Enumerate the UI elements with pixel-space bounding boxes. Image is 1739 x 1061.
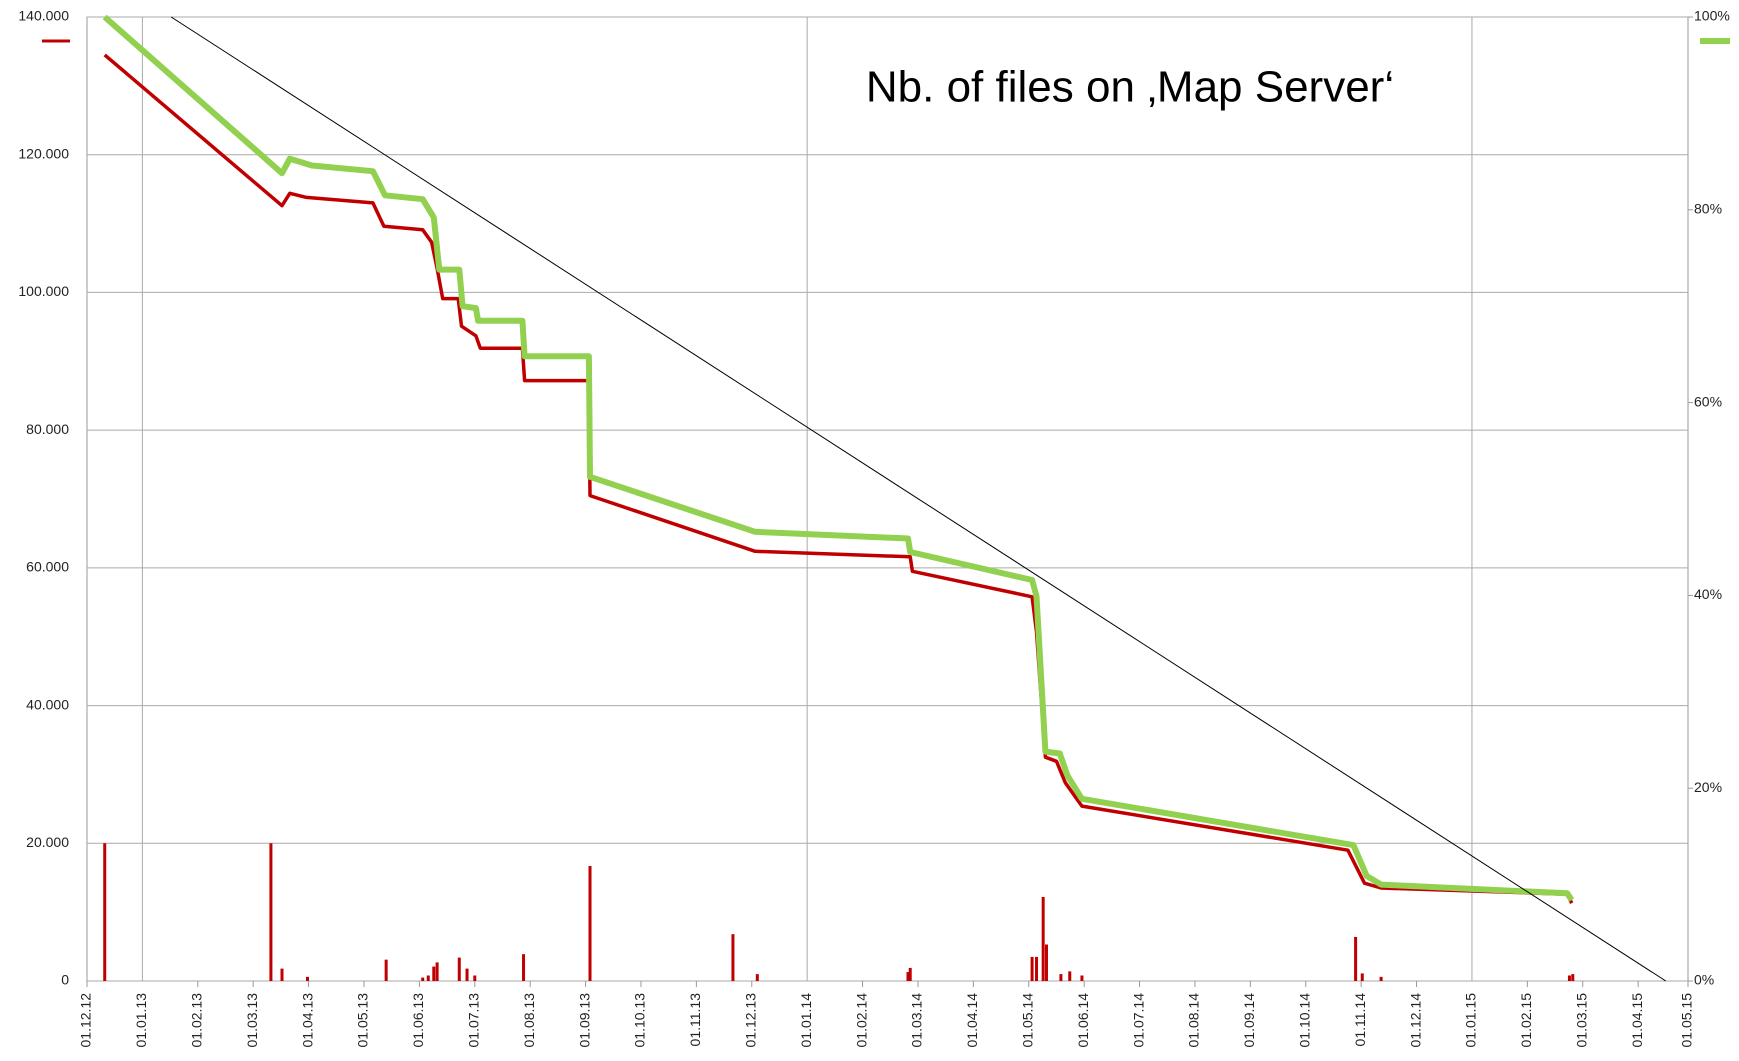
bar: [589, 866, 592, 981]
plot-frame: [87, 17, 1688, 981]
bar: [473, 975, 476, 981]
y-tick-label: 100.000: [18, 283, 69, 299]
bar: [306, 977, 309, 981]
x-tick-label: 01.10.14: [1296, 993, 1312, 1048]
bar: [281, 969, 284, 981]
series-line: [105, 55, 1572, 903]
bar: [1042, 897, 1045, 981]
y2-tick-label: 0%: [1694, 972, 1714, 988]
x-tick-label: 01.05.14: [1019, 993, 1035, 1048]
y-tick-label: 140.000: [18, 8, 69, 24]
x-tick-label: 01.11.14: [1352, 993, 1368, 1047]
bar: [756, 974, 759, 981]
bar: [1059, 974, 1062, 981]
x-tick-label: 01.04.15: [1629, 993, 1645, 1048]
x-tick-label: 01.08.13: [521, 993, 537, 1048]
x-tick-label: 01.05.15: [1679, 993, 1695, 1048]
x-tick-label: 01.02.14: [853, 993, 869, 1048]
bar: [1568, 975, 1571, 981]
y2-tick-label: 40%: [1694, 586, 1722, 602]
bar: [1045, 945, 1048, 981]
bar: [385, 960, 388, 981]
bar: [1571, 974, 1574, 981]
x-tick-label: 01.04.13: [299, 993, 315, 1048]
bar: [458, 958, 461, 981]
bar: [1380, 977, 1383, 981]
x-tick-label: 01.07.13: [465, 993, 481, 1048]
bar: [1080, 975, 1083, 981]
bar: [421, 978, 424, 981]
x-tick-label: 01.02.15: [1518, 993, 1534, 1048]
bar: [909, 968, 912, 981]
bar: [1031, 957, 1034, 981]
y2-tick-label: 20%: [1694, 779, 1722, 795]
x-tick-label: 01.02.13: [188, 993, 204, 1048]
x-tick-label: 01.01.13: [133, 993, 149, 1048]
bar: [427, 975, 430, 981]
chart-title: Nb. of files on ‚Map Server‘: [866, 63, 1394, 112]
x-tick-label: 01.11.13: [687, 993, 703, 1047]
bar: [436, 962, 439, 981]
y2-tick-label: 100%: [1694, 8, 1730, 24]
x-tick-label: 01.01.14: [798, 993, 814, 1048]
bar: [1354, 937, 1357, 981]
x-tick-label: 01.12.12: [78, 993, 94, 1048]
y-tick-label: 120.000: [18, 145, 69, 161]
y-tick-label: 0: [61, 972, 69, 988]
x-tick-label: 01.09.14: [1241, 993, 1257, 1048]
bar: [269, 843, 272, 981]
series-line: [105, 17, 1572, 900]
chart: Nb. of files on ‚Map Server‘ 0 20.000 40.0…: [0, 0, 1739, 1061]
bar: [466, 969, 469, 981]
bar: [1035, 957, 1038, 981]
x-tick-label: 01.03.14: [909, 993, 925, 1048]
x-tick-label: 01.03.13: [244, 993, 260, 1048]
y-tick-label: 60.000: [26, 559, 69, 575]
x-tick-label: 01.01.15: [1463, 993, 1479, 1048]
x-tick-label: 01.07.14: [1130, 993, 1146, 1048]
x-tick-label: 01.03.15: [1573, 993, 1589, 1048]
bar: [731, 934, 734, 981]
x-tick-label: 01.10.13: [632, 993, 648, 1048]
series-line: [171, 17, 1666, 981]
y2-tick-label: 80%: [1694, 201, 1722, 217]
bar: [1068, 971, 1071, 981]
x-tick-label: 01.05.13: [355, 993, 371, 1048]
x-tick-label: 01.06.13: [410, 993, 426, 1048]
x-tick-label: 01.04.14: [964, 993, 980, 1048]
bar: [1361, 973, 1364, 981]
bar: [432, 967, 435, 981]
bar: [103, 843, 106, 981]
x-tick-label: 01.09.13: [576, 993, 592, 1048]
x-tick-label: 01.12.13: [742, 993, 758, 1048]
x-tick-label: 01.12.14: [1407, 993, 1423, 1048]
bar: [522, 954, 525, 981]
x-tick-label: 01.06.14: [1075, 993, 1091, 1048]
y2-tick-label: 60%: [1694, 393, 1722, 409]
x-tick-label: 01.08.14: [1186, 993, 1202, 1048]
y-tick-label: 20.000: [26, 834, 69, 850]
y-tick-label: 40.000: [26, 696, 69, 712]
y-tick-label: 80.000: [26, 421, 69, 437]
